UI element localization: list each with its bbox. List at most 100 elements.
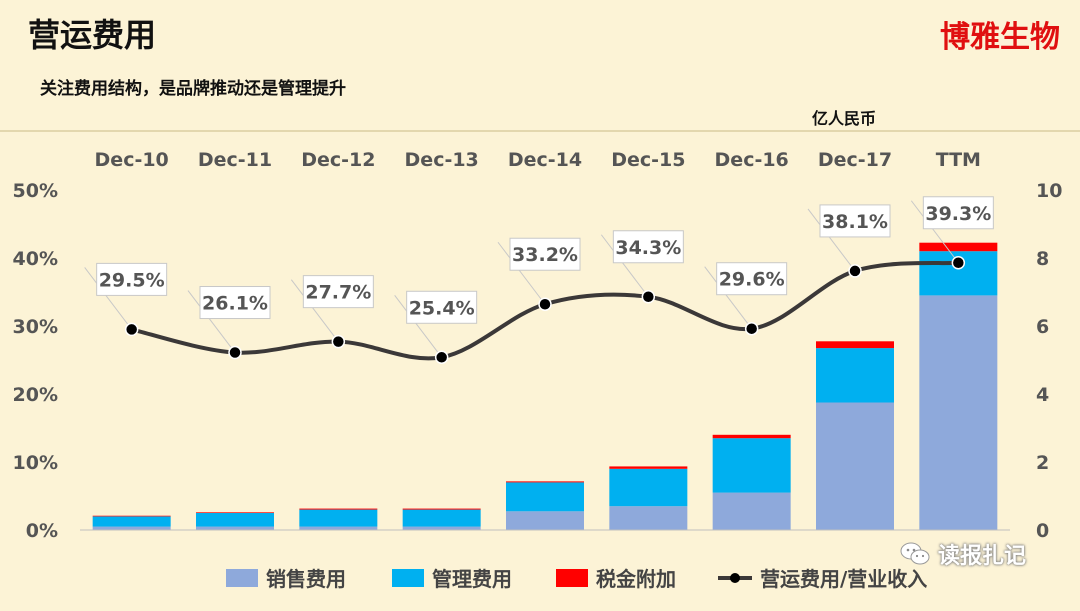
callout-box xyxy=(509,237,581,271)
ratio-marker xyxy=(124,322,139,337)
callout-box xyxy=(716,262,788,296)
bar-tax xyxy=(92,515,171,517)
right-axis-tick: 4 xyxy=(1036,384,1049,406)
category-label: Dec-17 xyxy=(818,149,892,171)
data-label: 33.2% xyxy=(512,244,578,266)
bar-tax xyxy=(919,242,998,252)
left-axis-tick: 50% xyxy=(13,180,58,202)
data-label: 27.7% xyxy=(305,282,371,304)
bar-admin xyxy=(816,348,894,403)
watermark-text: 读报扎记 xyxy=(938,544,1027,569)
bar-sales xyxy=(816,402,894,530)
data-label: 29.6% xyxy=(719,269,785,291)
callout-box xyxy=(199,286,271,320)
bar-tax xyxy=(506,481,584,483)
callout-leader xyxy=(497,241,546,305)
callout-leader xyxy=(807,208,856,272)
bar-admin xyxy=(402,509,481,527)
chart-svg: Dec-10 Dec-11 Dec-12 Dec-13 Dec-14 Dec-15 Dec-… xyxy=(13,149,1063,591)
bar-admin xyxy=(506,482,584,512)
right-axis-tick: 6 xyxy=(1036,316,1049,338)
category-label: Dec-12 xyxy=(301,149,375,171)
bar-tax xyxy=(299,508,378,510)
ratio-marker xyxy=(228,345,242,360)
bar-admin xyxy=(196,513,274,527)
ratio-marker xyxy=(331,334,346,349)
category-label: Dec-16 xyxy=(715,149,789,171)
ratio-marker xyxy=(538,297,552,311)
category-label: Dec-14 xyxy=(508,149,582,171)
callout-box xyxy=(922,196,994,230)
category-label: Dec-11 xyxy=(198,149,272,171)
bar-tax xyxy=(402,508,481,510)
bar-sales xyxy=(196,526,274,530)
left-axis-tick: 20% xyxy=(13,384,58,406)
legend-label: 税金附加 xyxy=(596,567,676,591)
callout-leader xyxy=(394,294,443,358)
category-label: Dec-10 xyxy=(95,149,169,171)
ratio-marker xyxy=(641,290,656,304)
bar-sales xyxy=(506,511,584,530)
category-label: Dec-15 xyxy=(611,149,685,171)
legend-swatch xyxy=(392,569,424,587)
data-label: 34.3% xyxy=(615,237,681,259)
data-label: 39.3% xyxy=(925,203,991,225)
category-label: Dec-13 xyxy=(405,149,479,171)
ratio-marker xyxy=(951,256,966,270)
watermark: 读报扎记 xyxy=(900,538,1026,570)
bar-tax xyxy=(609,466,688,469)
bar-admin xyxy=(609,468,688,507)
wechat-icon xyxy=(900,542,930,565)
bar-sales xyxy=(712,492,791,530)
category-label: TTM xyxy=(936,149,981,171)
subtitle: 关注费用结构，是品牌推动还是管理提升 xyxy=(40,79,346,99)
legend-label: 营运费用/营业收入 xyxy=(760,567,927,591)
right-axis-tick: 10 xyxy=(1036,180,1062,202)
legend-swatch xyxy=(226,569,258,587)
bar-sales xyxy=(299,526,378,530)
page-title: 营运费用 xyxy=(28,16,157,54)
ratio-marker xyxy=(434,350,449,365)
callout-box xyxy=(406,290,478,324)
bar-tax xyxy=(816,341,894,349)
header: 营运费用 博雅生物 关注费用结构，是品牌推动还是管理提升 亿人民币 xyxy=(0,0,1080,132)
ratio-marker xyxy=(744,321,759,336)
callout-leader xyxy=(187,290,236,353)
left-axis-tick: 10% xyxy=(13,452,58,474)
callout-box xyxy=(612,230,684,264)
data-label: 29.5% xyxy=(99,269,165,291)
right-axis-tick: 0 xyxy=(1036,520,1049,542)
legend-swatch xyxy=(556,569,588,587)
legend-marker xyxy=(730,573,740,583)
right-axis-tick: 2 xyxy=(1036,452,1049,474)
bar-admin xyxy=(299,509,378,527)
bar-admin xyxy=(92,516,171,527)
brand-name: 博雅生物 xyxy=(940,20,1060,55)
unit-label: 亿人民币 xyxy=(812,109,877,128)
callout-box xyxy=(302,275,374,309)
left-axis-tick: 40% xyxy=(13,248,58,270)
callout-leader xyxy=(704,266,753,330)
callout-leader xyxy=(290,279,339,342)
callout-box xyxy=(96,262,168,296)
callout-leader xyxy=(910,200,959,264)
bar-tax xyxy=(712,434,791,439)
right-axis-tick: 8 xyxy=(1036,248,1049,270)
data-label: 26.1% xyxy=(202,293,268,315)
data-label: 25.4% xyxy=(409,297,475,319)
left-axis-tick: 0% xyxy=(26,520,58,542)
bar-sales xyxy=(609,506,688,530)
bar-admin xyxy=(712,438,791,493)
ratio-marker xyxy=(848,264,862,278)
bar-sales xyxy=(92,526,171,530)
callout-box xyxy=(819,204,891,238)
data-label: 38.1% xyxy=(822,211,888,233)
callout-leader xyxy=(84,267,133,330)
bar-sales xyxy=(402,526,481,530)
callout-leader xyxy=(600,234,649,298)
bar-tax xyxy=(196,512,274,513)
left-axis-tick: 30% xyxy=(13,316,58,338)
legend-label: 管理费用 xyxy=(432,567,512,591)
chart-area: Dec-10 Dec-11 Dec-12 Dec-13 Dec-14 Dec-15 Dec-… xyxy=(0,134,1080,607)
legend-label: 销售费用 xyxy=(266,567,346,591)
